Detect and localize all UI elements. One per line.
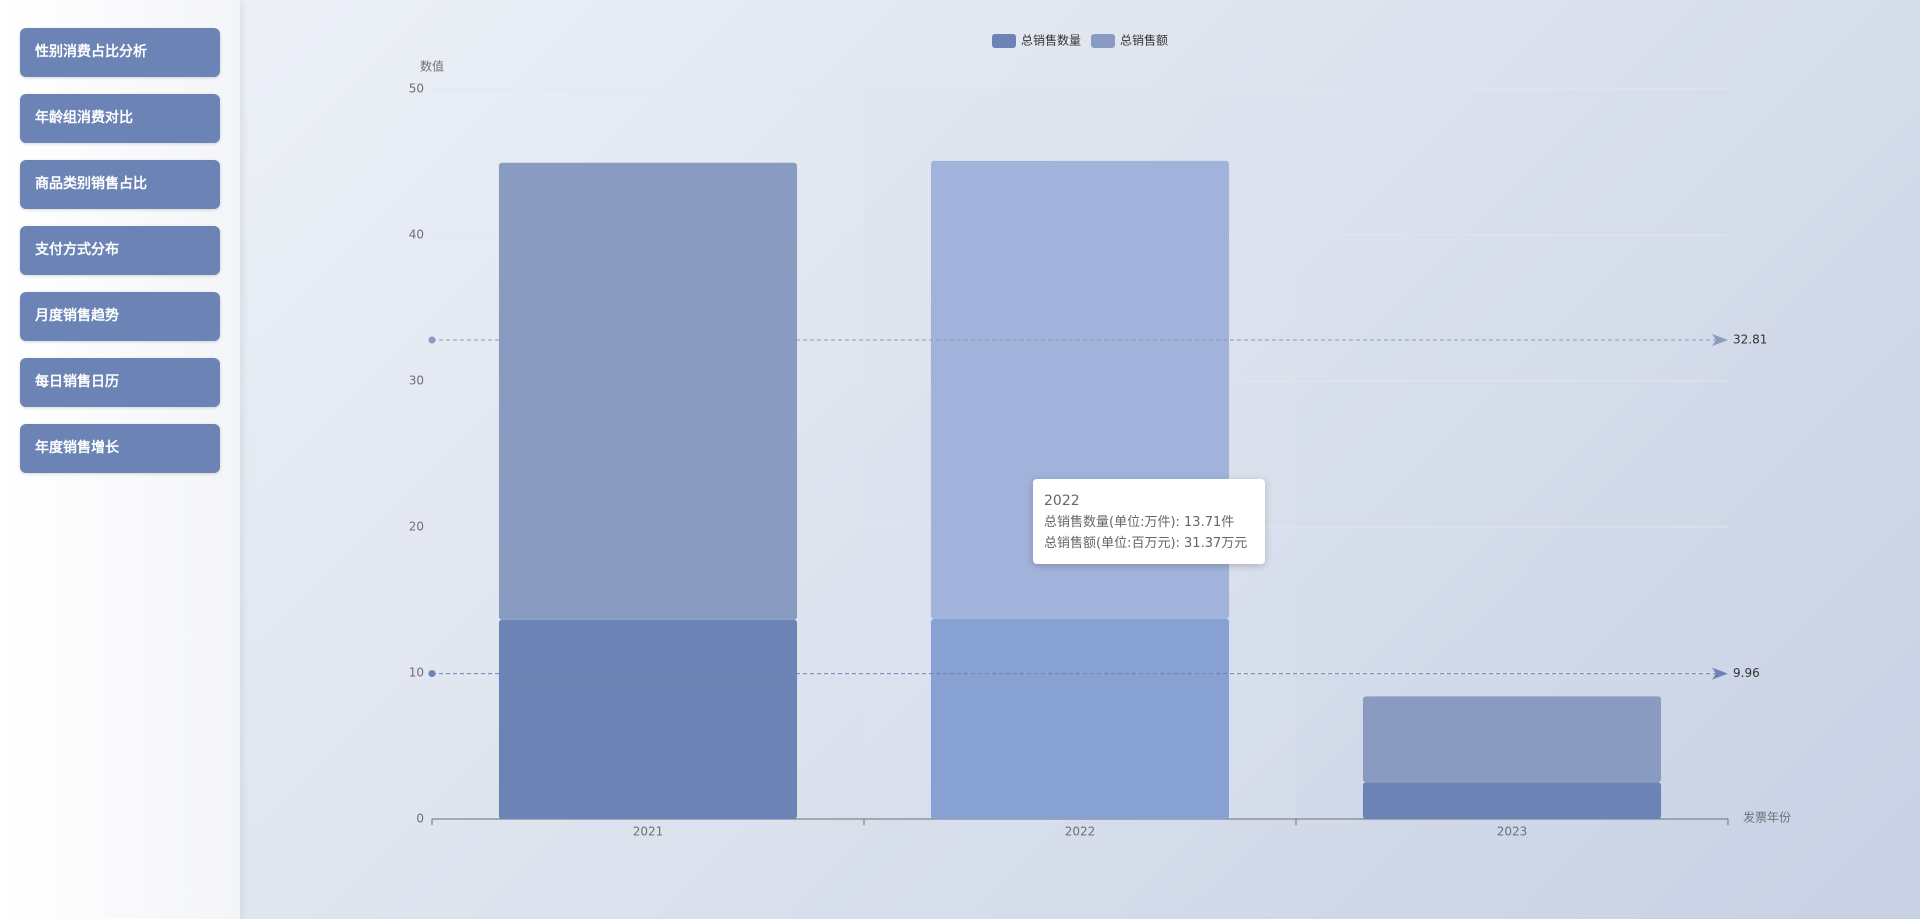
bar [930,618,1230,819]
legend-label: 总销售数量 [1021,33,1081,48]
bar [498,619,798,819]
x-tick-label: 2023 [1497,825,1528,839]
bar [1362,696,1662,783]
mark-line-arrow [1712,667,1728,680]
nav-button[interactable]: 支付方式分布 [20,226,220,275]
y-axis-name: 数值 [420,59,444,74]
tooltip-title: 2022 [1044,493,1080,509]
y-tick-label: 10 [409,666,424,680]
mark-line-start [428,670,436,678]
sidebar: 性别消费占比分析 年龄组消费对比 商品类别销售占比 支付方式分布 月度销售趋势 每日销售日… [0,0,240,919]
nav-button[interactable]: 商品类别销售占比 [20,160,220,209]
nav-button[interactable]: 每日销售日历 [20,358,220,407]
tooltip-line: 总销售数量(单位:万件): 13.71件 [1044,515,1235,530]
mark-line-arrow [1712,333,1728,346]
x-axis-name: 发票年份 [1743,810,1791,825]
mark-line-label: 32.81 [1733,332,1767,346]
legend-label: 总销售额 [1120,33,1168,48]
tooltip: 2022 总销售数量(单位:万件): 13.71件 总销售额(单位:百万元): … [1033,479,1265,564]
mark-line-start [428,336,436,344]
nav-button[interactable]: 年龄组消费对比 [20,94,220,143]
y-tick-label: 30 [409,374,424,388]
x-tick-label: 2021 [633,825,664,839]
x-tick-label: 2022 [1065,825,1096,839]
y-tick-label: 20 [409,520,424,534]
bar [498,162,798,620]
tooltip-line: 总销售额(单位:百万元): 31.37万元 [1044,536,1248,551]
nav-button[interactable]: 性别消费占比分析 [20,28,220,77]
legend-swatch [992,34,1016,48]
y-tick-label: 50 [409,82,424,96]
y-tick-label: 0 [416,812,424,826]
y-tick-label: 40 [409,228,424,242]
nav-button[interactable]: 月度销售趋势 [20,292,220,341]
nav-button[interactable]: 年度销售增长 [20,424,220,473]
bar [1362,782,1662,819]
mark-line-label: 9.96 [1733,666,1760,680]
legend-swatch [1091,34,1116,48]
